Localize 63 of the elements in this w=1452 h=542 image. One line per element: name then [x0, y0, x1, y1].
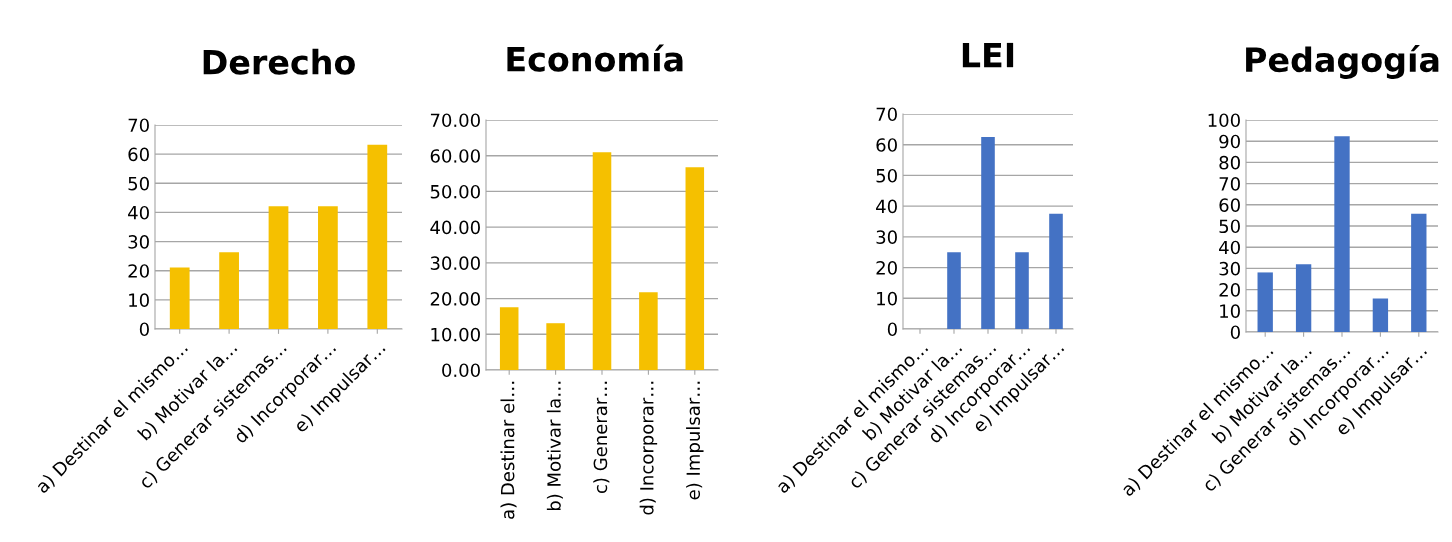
y-tick-label: 0	[887, 322, 897, 337]
bar	[499, 307, 519, 370]
bar	[1015, 252, 1029, 329]
bar	[1257, 272, 1273, 332]
y-tick-label: 60	[128, 147, 149, 162]
y-tick-label: 0	[1230, 325, 1240, 340]
bar	[685, 167, 705, 370]
y-tick-label: 100	[1208, 113, 1240, 128]
y-tick-label: 10	[877, 291, 897, 306]
y-tick-label: 50	[876, 168, 897, 183]
chart-title: Derecho	[203, 48, 355, 75]
x-tick-label: c) Generar…	[593, 381, 610, 494]
y-tick-label: 80	[1219, 155, 1240, 170]
chart-title: Pedagogía	[1246, 45, 1439, 79]
bar	[219, 252, 239, 329]
y-tick-label: 70	[1219, 177, 1240, 191]
y-tick-label: 20	[876, 261, 897, 275]
bar	[1334, 136, 1350, 332]
y-tick-label: 10	[129, 293, 149, 307]
bar	[639, 292, 658, 370]
y-tick-label: 10	[1220, 304, 1240, 318]
y-tick-label: 30	[128, 235, 149, 249]
x-tick-label: a) Destinar el…	[500, 381, 517, 519]
y-tick-label: 20	[1219, 283, 1240, 297]
y-tick-label: 40	[876, 199, 897, 214]
x-tick-label: b) Motivar la…	[546, 381, 563, 511]
y-tick-label: 50.00	[430, 184, 480, 199]
y-tick-label: 20.00	[430, 292, 480, 306]
y-tick-label: 90	[1219, 134, 1240, 149]
bar	[318, 206, 338, 329]
bar	[592, 152, 612, 370]
y-tick-label: 0	[139, 322, 149, 337]
y-tick-label: 0.00	[442, 363, 480, 378]
x-tick-label: d) Incorporar…	[639, 381, 658, 515]
y-tick-label: 50	[1219, 219, 1240, 234]
chart-title: LEI	[962, 42, 1014, 68]
bar	[169, 267, 190, 329]
y-tick-label: 20	[128, 264, 149, 278]
y-tick-label: 50	[128, 176, 149, 191]
y-tick-label: 30	[876, 230, 897, 244]
bar	[981, 137, 995, 329]
y-tick-label: 60	[876, 138, 897, 152]
y-tick-label: 40.00	[430, 220, 480, 235]
y-tick-label: 70.00	[430, 113, 480, 128]
x-tick-label: e) Impulsar…	[686, 381, 704, 500]
bar	[268, 206, 289, 329]
y-tick-label: 10.00	[431, 327, 480, 342]
bar	[1295, 264, 1312, 332]
bar	[1411, 213, 1427, 332]
y-tick-label: 30.00	[430, 256, 480, 270]
y-tick-label: 70	[876, 107, 897, 122]
y-tick-label: 40	[128, 205, 149, 220]
y-tick-label: 70	[128, 118, 149, 133]
y-tick-label: 60.00	[430, 149, 480, 163]
bar	[367, 144, 388, 329]
y-tick-label: 40	[1219, 240, 1240, 255]
chart-title: Economía	[507, 44, 683, 72]
bar	[1372, 298, 1389, 332]
bar	[947, 252, 961, 329]
bar	[546, 323, 565, 370]
y-tick-label: 60	[1219, 198, 1240, 212]
bar	[1049, 213, 1063, 329]
y-tick-label: 30	[1219, 261, 1240, 276]
